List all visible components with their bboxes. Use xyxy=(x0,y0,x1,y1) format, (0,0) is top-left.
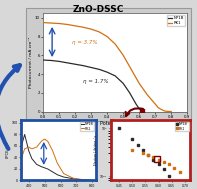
Text: ZnO-DSSC: ZnO-DSSC xyxy=(73,5,124,14)
Y-axis label: Electron Lifetime / s: Electron Lifetime / s xyxy=(94,135,98,165)
Text: η = 3.7%: η = 3.7% xyxy=(72,40,98,45)
Y-axis label: Photocurrent / mA cm⁻²: Photocurrent / mA cm⁻² xyxy=(30,37,33,88)
Legend: NP1B, RK1: NP1B, RK1 xyxy=(80,122,94,131)
Text: η = 1.7%: η = 1.7% xyxy=(83,79,109,84)
Legend: NP1B, RK1: NP1B, RK1 xyxy=(175,122,189,131)
Legend: NP1B, RK1: NP1B, RK1 xyxy=(167,15,185,26)
Y-axis label: IPCE / %: IPCE / % xyxy=(6,142,10,158)
X-axis label: Potential / V: Potential / V xyxy=(100,120,130,125)
